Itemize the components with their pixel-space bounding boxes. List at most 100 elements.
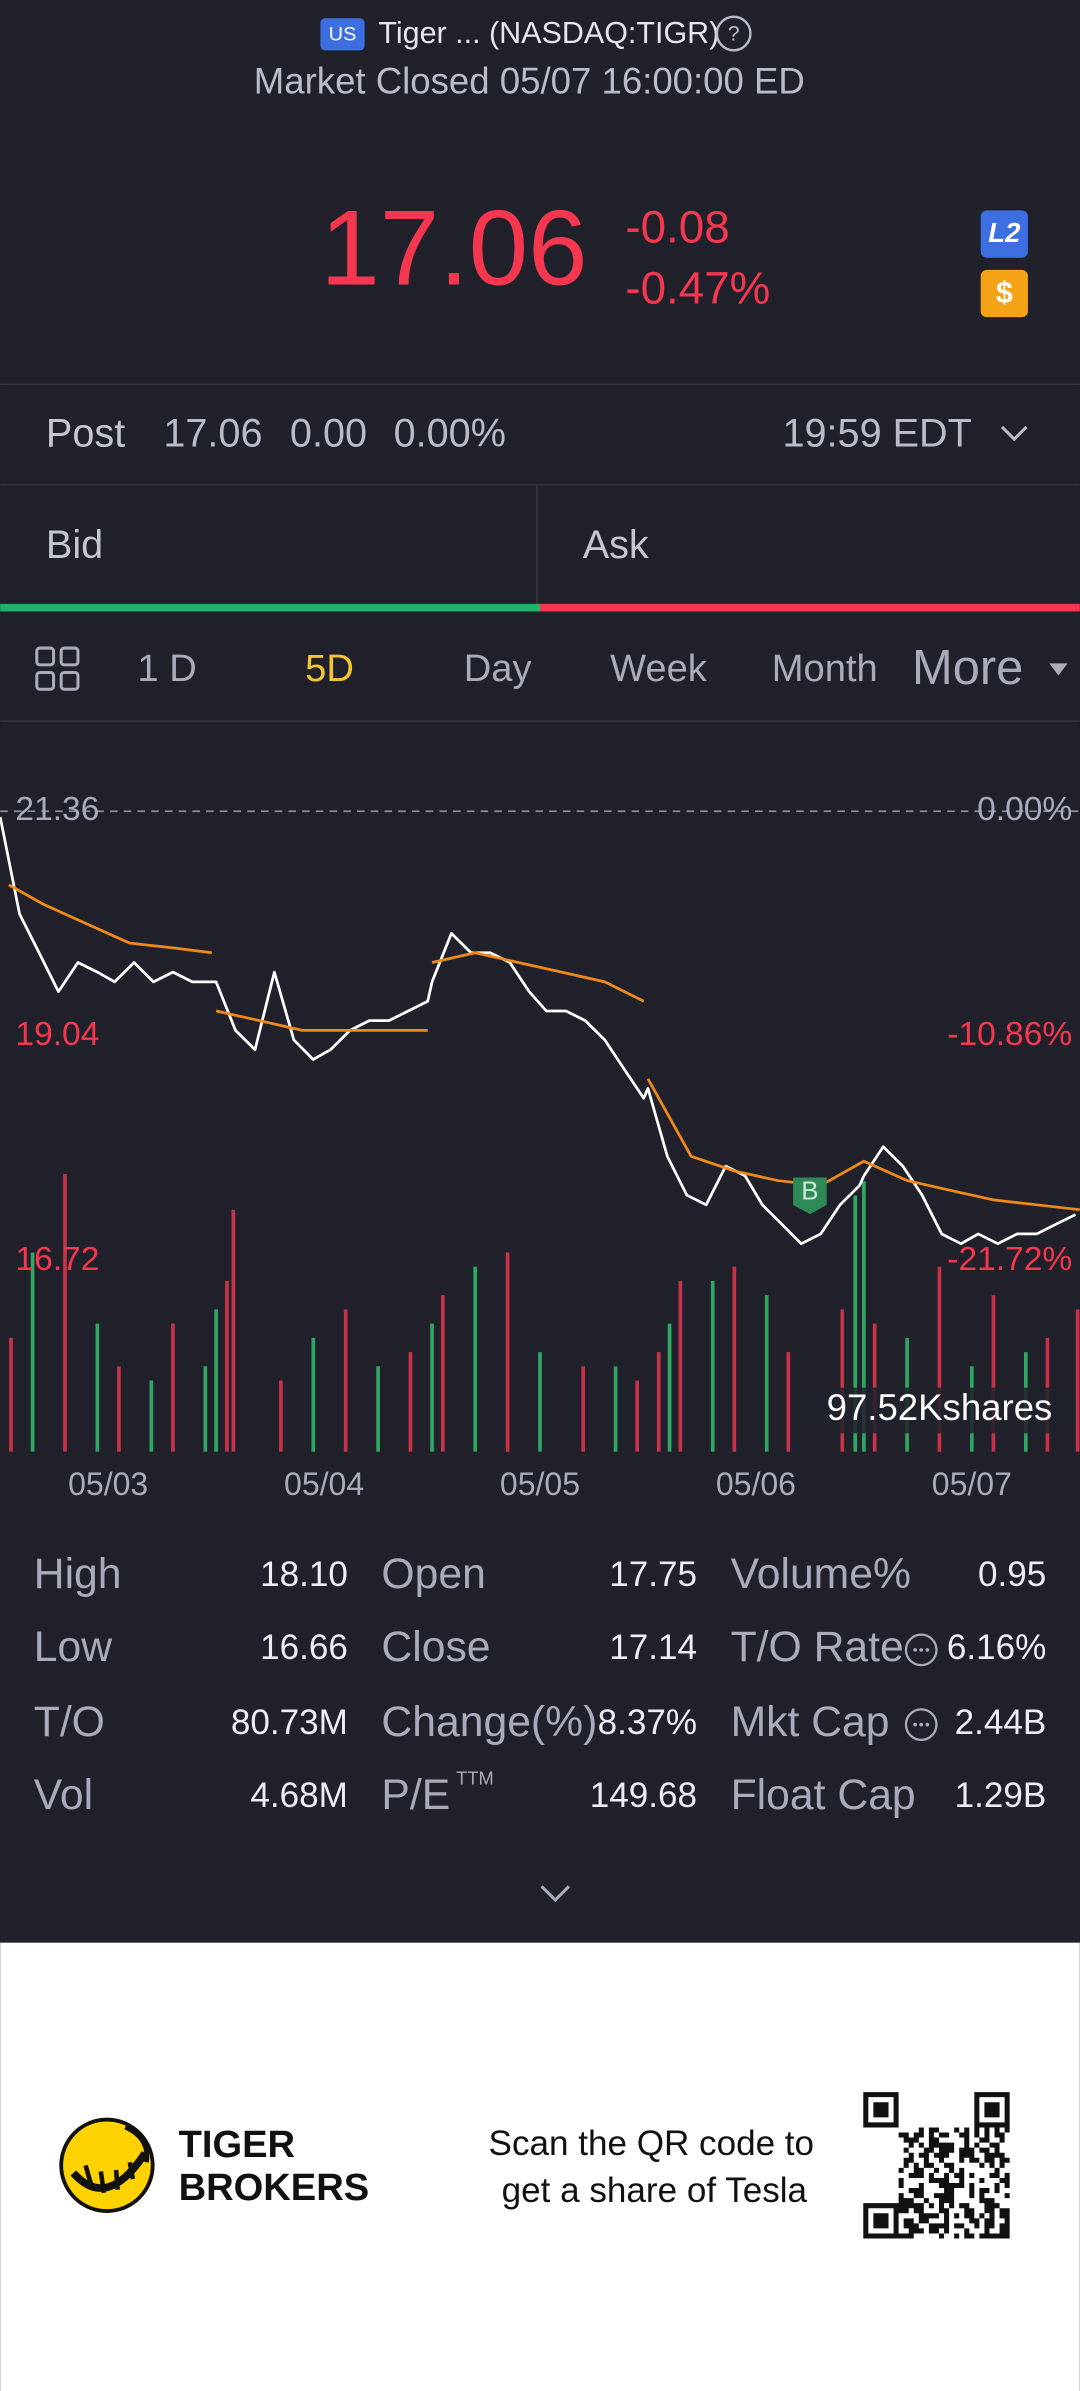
- stat-label: T/O: [34, 1698, 105, 1746]
- volume-bar: [667, 1323, 672, 1452]
- y2-tick-label: -21.72%: [947, 1241, 1072, 1278]
- volume-bar: [538, 1352, 542, 1452]
- info-dot: [913, 1722, 917, 1727]
- info-dot: [919, 1722, 924, 1727]
- volume-bar: [732, 1266, 737, 1452]
- brand-line: TIGER: [179, 2123, 295, 2166]
- y-tick-label: 16.72: [15, 1241, 99, 1278]
- volume-bar: [786, 1352, 791, 1452]
- x-tick-label: 05/06: [716, 1466, 796, 1502]
- level2-badge[interactable]: [980, 210, 1028, 258]
- volume-label-bg: [805, 1387, 1062, 1434]
- volume-bar: [376, 1366, 380, 1452]
- ask-bar: [540, 603, 1080, 612]
- help-icon[interactable]: [715, 15, 752, 52]
- expand-stats[interactable]: [540, 1885, 571, 1903]
- volume-bar: [1075, 1309, 1080, 1452]
- stat-value: 17.14: [609, 1628, 697, 1667]
- price-change-pct: -0.47%: [625, 262, 770, 313]
- stat-label: Open: [381, 1550, 485, 1598]
- stat-label: Change(%): [381, 1698, 597, 1746]
- post-time[interactable]: 19:59 EDT: [782, 412, 971, 456]
- stat-label: T/O Rate: [731, 1623, 904, 1671]
- stat-label: Close: [381, 1623, 490, 1671]
- post-change-pct: 0.00%: [394, 412, 506, 456]
- stat-label: Mkt Cap: [731, 1698, 890, 1746]
- volume-bar: [149, 1380, 154, 1452]
- y-tick-label: 21.36: [15, 791, 99, 828]
- stat-value: 18.10: [260, 1555, 348, 1594]
- volume-bar: [710, 1280, 715, 1452]
- volume-bar: [473, 1266, 478, 1452]
- background: [0, 0, 1080, 1943]
- volume-bar: [505, 1252, 510, 1452]
- info-icon[interactable]: [904, 1633, 938, 1667]
- currency-badge[interactable]: [980, 269, 1028, 318]
- info-dot: [913, 1648, 917, 1652]
- volume-bar: [311, 1337, 316, 1452]
- average-line: [8, 883, 1080, 1212]
- stat-label-sup: TTM: [456, 1767, 494, 1788]
- x-tick-label: 05/04: [284, 1466, 364, 1502]
- y2-tick-label: -10.86%: [947, 1016, 1072, 1053]
- stat-label: Volume%: [731, 1550, 911, 1598]
- volume-bar: [9, 1337, 13, 1452]
- market-badge: US: [329, 23, 357, 45]
- ask-label: Ask: [583, 523, 649, 567]
- trade-marker[interactable]: [793, 1177, 827, 1215]
- post-label: Post: [46, 412, 125, 456]
- stat-label: Low: [34, 1623, 112, 1671]
- period-tab[interactable]: Month: [772, 647, 878, 690]
- x-tick-label: 05/05: [500, 1466, 580, 1502]
- tiger-logo: [59, 2117, 155, 2213]
- last-price: 17.06: [320, 187, 587, 307]
- post-expand[interactable]: [1000, 425, 1028, 442]
- stat-value: 2.44B: [955, 1703, 1047, 1742]
- layout-icon[interactable]: [35, 646, 80, 691]
- stat-label: Float Cap: [731, 1771, 916, 1819]
- stat-value: 4.68M: [250, 1776, 347, 1815]
- period-tab[interactable]: Week: [610, 647, 708, 690]
- volume-bar: [853, 1195, 858, 1452]
- volume-bar: [203, 1366, 208, 1452]
- stat-value: 80.73M: [231, 1703, 348, 1742]
- volume-bar: [343, 1309, 348, 1452]
- period-tab[interactable]: 1 D: [137, 647, 196, 690]
- period-tab[interactable]: 5D: [305, 647, 354, 690]
- volume-bar: [117, 1366, 121, 1452]
- stat-value: 149.68: [590, 1776, 697, 1815]
- post-price: 17.06: [163, 412, 262, 456]
- volume-bar: [231, 1209, 236, 1452]
- level2-text: L2: [988, 217, 1020, 248]
- price-line: [0, 816, 1077, 1246]
- price-change: -0.08: [625, 201, 729, 252]
- stat-value: 8.37%: [598, 1703, 697, 1742]
- stat-value: 0.95: [978, 1555, 1046, 1594]
- brand-line: BROKERS: [179, 2166, 370, 2209]
- volume-bar: [613, 1366, 618, 1452]
- volume-bar: [678, 1280, 683, 1452]
- volume-bar: [656, 1352, 661, 1452]
- volume-bar: [430, 1323, 434, 1452]
- volume-bar: [862, 1181, 866, 1452]
- volume-bar: [225, 1280, 229, 1452]
- market-badge-bg: [320, 18, 365, 51]
- volume-bar: [279, 1380, 283, 1452]
- bid-bar: [0, 603, 541, 612]
- volume-max-label: 97.52Kshares: [827, 1387, 1053, 1428]
- more-arrow[interactable]: [1049, 663, 1068, 676]
- period-tab[interactable]: More: [912, 641, 1023, 695]
- bid-label: Bid: [46, 523, 103, 567]
- qr-code: [863, 2092, 1010, 2239]
- volume-bar: [30, 1252, 35, 1452]
- info-dot: [919, 1648, 924, 1652]
- period-tab[interactable]: Day: [464, 647, 532, 690]
- y-tick-label: 19.04: [15, 1016, 99, 1053]
- volume-bar: [635, 1380, 639, 1452]
- help-mark: ?: [728, 22, 740, 46]
- info-dot: [925, 1648, 930, 1652]
- volume-bar: [764, 1295, 769, 1452]
- info-icon[interactable]: [904, 1708, 938, 1742]
- volume-bar: [991, 1295, 996, 1452]
